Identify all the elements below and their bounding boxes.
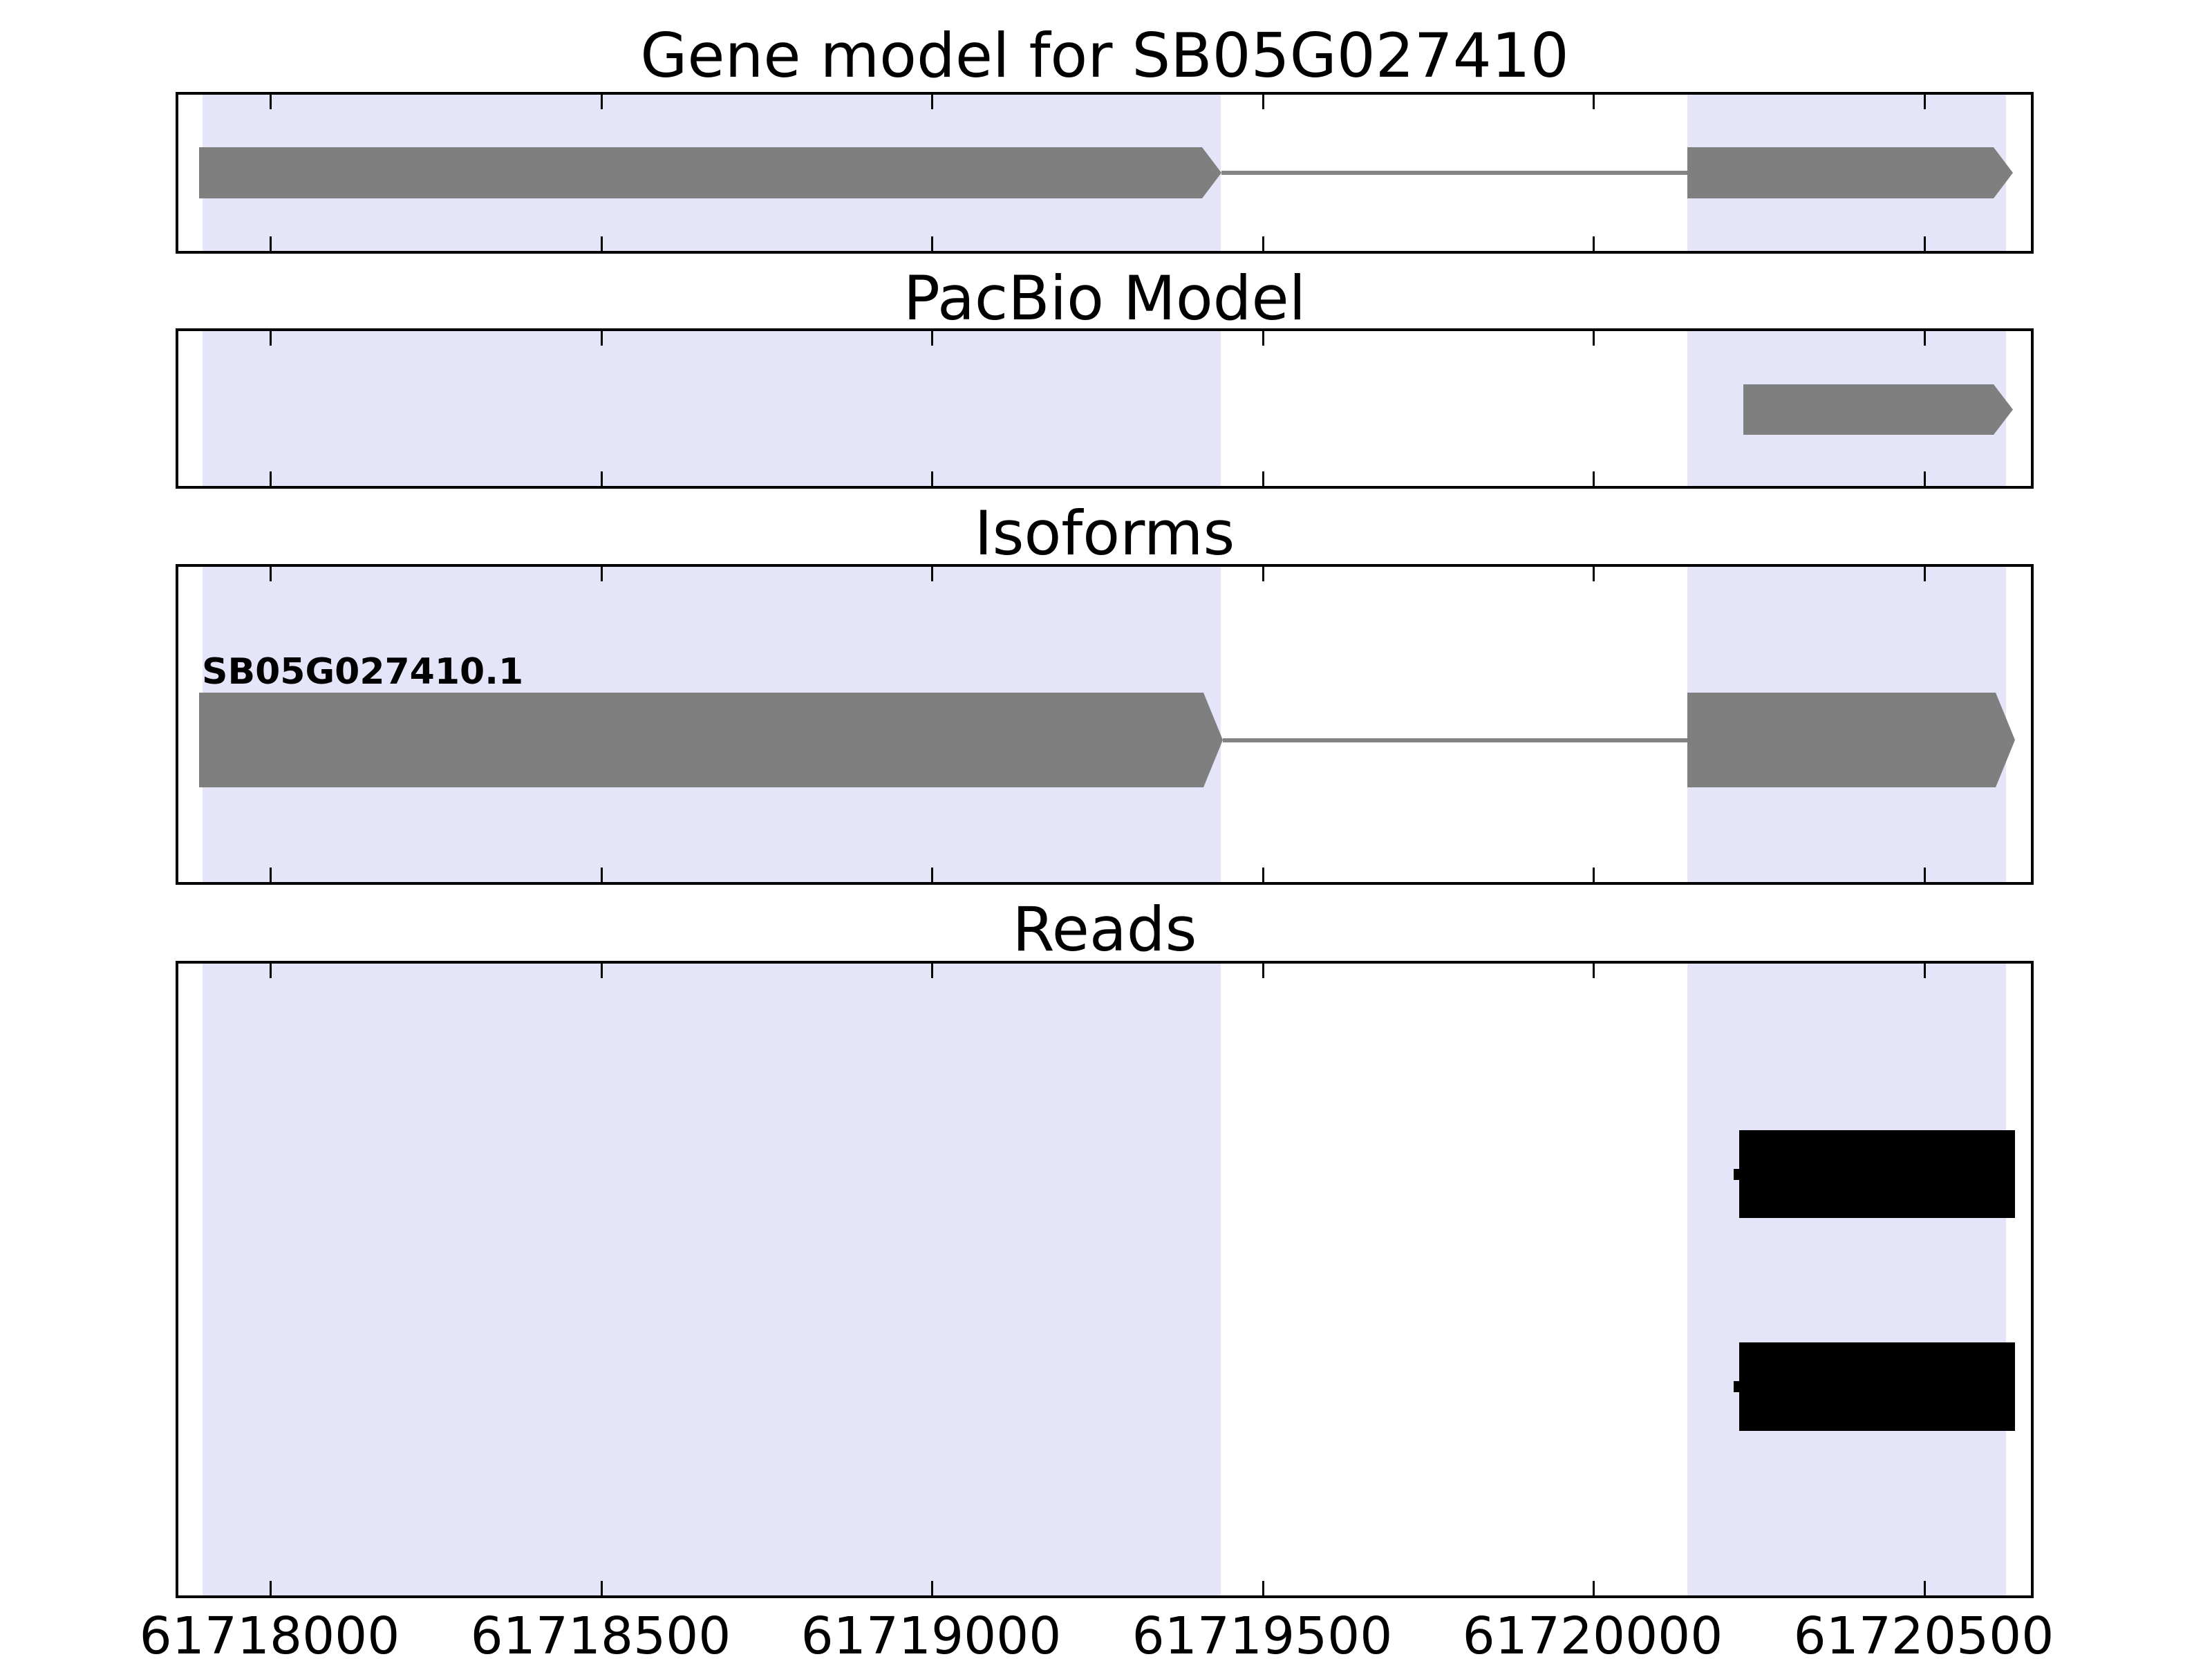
axis-tickmark-bottom-1 <box>270 1581 272 1595</box>
axis-tickmark-top-3 <box>931 95 933 109</box>
axis-tickmark-top-4 <box>1262 331 1264 346</box>
axis-tickmark-top-1 <box>270 964 272 978</box>
isoforms-track-panel: SB05G027410.1 <box>176 564 2034 885</box>
axis-tickmark-bottom-6 <box>1924 1581 1926 1595</box>
gene-exon-arrow-2 <box>1687 147 2013 198</box>
axis-tickmark-top-4 <box>1262 964 1264 978</box>
x-axis-tick-label-6: 61720500 <box>1793 1606 2054 1659</box>
reads-track-panel <box>176 961 2034 1598</box>
axis-tickmark-bottom-6 <box>1924 868 1926 882</box>
axis-tickmark-bottom-3 <box>931 471 933 486</box>
axis-tickmark-top-4 <box>1262 95 1264 109</box>
axis-tickmark-bottom-3 <box>931 236 933 251</box>
pacbio-model-track-panel <box>176 328 2034 489</box>
axis-tickmark-top-2 <box>601 95 603 109</box>
axis-tickmark-top-3 <box>931 331 933 346</box>
axis-tickmark-bottom-3 <box>931 1581 933 1595</box>
exon-highlight-region-1 <box>203 964 1221 1595</box>
axis-tickmark-top-3 <box>931 964 933 978</box>
aligned-read-2 <box>1739 1342 2015 1431</box>
axis-tickmark-bottom-1 <box>270 471 272 486</box>
intron-line-1 <box>1221 171 1687 175</box>
axis-tickmark-top-5 <box>1593 331 1595 346</box>
read-start-notch-1 <box>1734 1169 1740 1180</box>
axis-tickmark-bottom-5 <box>1593 868 1595 882</box>
aligned-read-1 <box>1739 1130 2015 1218</box>
x-axis-tick-label-3: 61719000 <box>800 1606 1062 1659</box>
x-axis-tick-label-1: 61718000 <box>139 1606 400 1659</box>
axis-tickmark-top-5 <box>1593 95 1595 109</box>
axis-tickmark-top-6 <box>1924 331 1926 346</box>
read-start-notch-2 <box>1734 1381 1740 1392</box>
axis-tickmark-bottom-1 <box>270 236 272 251</box>
panel-title-pacbio: PacBio Model <box>903 263 1306 334</box>
gene-model-track-panel <box>176 92 2034 254</box>
axis-tickmark-top-4 <box>1262 567 1264 581</box>
axis-tickmark-bottom-4 <box>1262 471 1264 486</box>
x-axis-tick-label-5: 61720000 <box>1462 1606 1723 1659</box>
axis-tickmark-bottom-2 <box>601 471 603 486</box>
axis-tickmark-top-5 <box>1593 964 1595 978</box>
axis-tickmark-bottom-4 <box>1262 236 1264 251</box>
axis-tickmark-bottom-2 <box>601 868 603 882</box>
axis-tickmark-bottom-3 <box>931 868 933 882</box>
exon-highlight-region-1 <box>203 331 1221 486</box>
axis-tickmark-bottom-2 <box>601 236 603 251</box>
axis-tickmark-bottom-4 <box>1262 1581 1264 1595</box>
axis-tickmark-top-1 <box>270 95 272 109</box>
axis-tickmark-bottom-6 <box>1924 236 1926 251</box>
intron-line-1 <box>1223 738 1687 742</box>
axis-tickmark-top-2 <box>601 964 603 978</box>
axis-tickmark-bottom-5 <box>1593 1581 1595 1595</box>
axis-tickmark-top-1 <box>270 567 272 581</box>
axis-tickmark-bottom-2 <box>601 1581 603 1595</box>
panel-title-isoforms: Isoforms <box>974 498 1235 569</box>
x-axis-tick-label-2: 61718500 <box>470 1606 731 1659</box>
x-axis-tick-label-4: 61719500 <box>1132 1606 1393 1659</box>
axis-tickmark-top-1 <box>270 331 272 346</box>
exon-highlight-region-2 <box>1687 964 2006 1595</box>
gene-exon-arrow-1 <box>199 147 1221 198</box>
axis-tickmark-top-6 <box>1924 567 1926 581</box>
panel-title-reads: Reads <box>1012 894 1197 965</box>
axis-tickmark-top-3 <box>931 567 933 581</box>
axis-tickmark-top-6 <box>1924 95 1926 109</box>
axis-tickmark-bottom-6 <box>1924 471 1926 486</box>
axis-tickmark-bottom-1 <box>270 868 272 882</box>
gene-exon-arrow-1 <box>199 693 1223 787</box>
isoform-label: SB05G027410.1 <box>202 651 524 693</box>
gene-exon-arrow-2 <box>1687 693 2015 787</box>
axis-tickmark-top-6 <box>1924 964 1926 978</box>
axis-tickmark-bottom-5 <box>1593 236 1595 251</box>
gene-exon-arrow-1 <box>1743 384 2013 435</box>
axis-tickmark-bottom-4 <box>1262 868 1264 882</box>
axis-tickmark-top-2 <box>601 567 603 581</box>
axis-tickmark-top-2 <box>601 331 603 346</box>
axis-tickmark-top-5 <box>1593 567 1595 581</box>
panel-title-gene-model: Gene model for SB05G027410 <box>640 20 1569 91</box>
axis-tickmark-bottom-5 <box>1593 471 1595 486</box>
